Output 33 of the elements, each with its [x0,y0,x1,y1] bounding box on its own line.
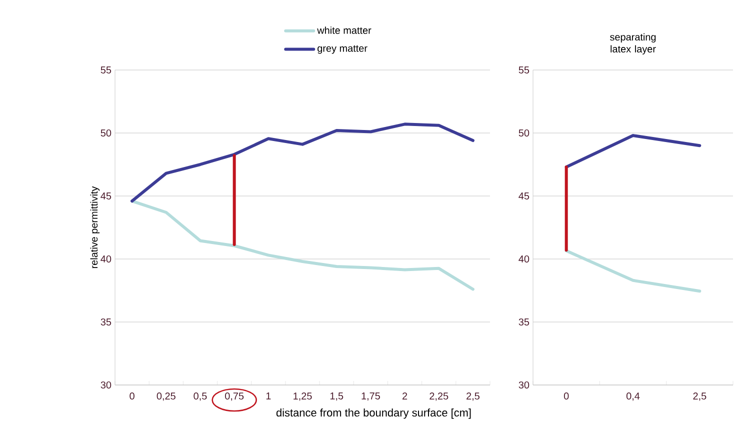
y-tick-label: 40 [518,255,530,263]
x-tick-label: 0,75 [225,392,244,401]
y-tick-label: 55 [518,66,530,74]
x-tick-label: 2 [402,392,408,400]
x-tick-label: 1,5 [330,392,344,401]
x-axis-title: distance from the boundary surface [cm] [276,408,471,419]
legend-label: white matter [317,26,372,34]
x-tick-label: 1,75 [362,392,380,401]
x-tick-label: 2,5 [466,392,480,401]
line-series [130,122,474,203]
x-tick-label: 0,4 [626,392,640,401]
x-tick-label: 1 [266,392,271,400]
y-tick-label: 55 [100,66,112,74]
x-tick-label: 2,5 [693,392,706,401]
y-tick-label: 30 [518,381,530,389]
y-tick-label: 45 [518,192,530,200]
x-tick-label: 0 [130,392,134,400]
x-tick-label: 0 [564,392,569,400]
y-tick-label: 35 [518,318,530,326]
y-tick-label: 35 [100,318,112,326]
y-tick-label: 30 [100,381,112,389]
x-tick-label: 0,5 [194,392,207,401]
x-tick-label: 0,25 [156,392,176,401]
chart-title: separating latex layer [610,33,656,54]
y-tick-label: 45 [100,192,112,200]
line-series [130,200,474,291]
y-axis-title: relative permittivity [90,186,100,268]
y-tick-label: 40 [100,255,112,263]
y-tick-label: 50 [518,129,530,137]
legend-label: grey matter [318,45,368,54]
x-tick-label: 1,25 [294,392,312,401]
y-tick-label: 50 [100,129,112,137]
x-tick-label: 2,25 [430,392,448,401]
